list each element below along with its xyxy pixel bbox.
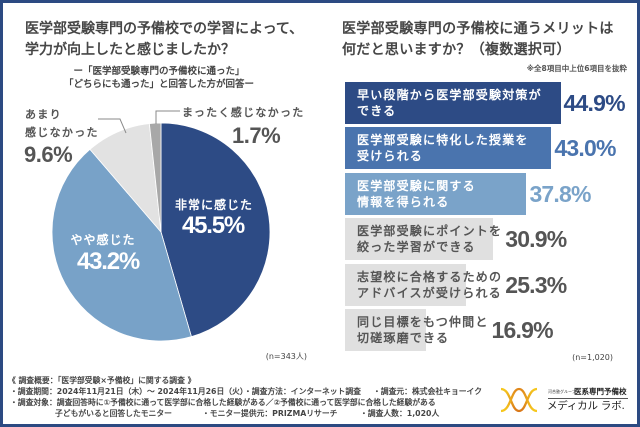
pie-slices: [51, 122, 271, 342]
left-subtitle-line-2: 「どちらにも通った」と回答した方が回答ー: [63, 79, 254, 90]
bar-value-label: 30.9%: [505, 226, 567, 253]
right-title: 医学部受験専門の予備校に通うメリットは 何だと思いますか？（複数選択可）: [342, 19, 614, 61]
left-subtitle: ー「医学部受験専門の予備校に通った」 「どちらにも通った」と回答した方が回答ー: [48, 65, 270, 91]
logo-name: メディカル ラボ.: [547, 400, 625, 412]
bar-category-label: 志望校に合格するための アドバイスが受けられる: [357, 269, 503, 300]
bar-value-label: 43.0%: [554, 135, 616, 162]
pie-value-rarely: 9.6%: [24, 142, 73, 167]
leader-line-not-at-all: [155, 110, 180, 124]
bar-row: 同じ目標をもつ仲間と 切磋琢磨できる 16.9%: [345, 309, 630, 351]
pie-label-not-at-all: まったく感じなかった: [182, 106, 305, 119]
logo-divider: [548, 398, 628, 399]
bar-category-label: 早い段階から医学部受験対策が できる: [357, 88, 542, 118]
right-sample-size: (n=1,020): [572, 353, 613, 362]
bar-value-label: 25.3%: [505, 271, 567, 298]
bar-row: 医学部受験に特化した授業を 受けられる 43.0%: [345, 127, 630, 170]
bar-row: 医学部受験にポイントを 絞った学習ができる 30.9%: [345, 218, 630, 261]
leader-line-rarely: [98, 118, 127, 134]
bar-content: 早い段階から医学部受験対策が できる 44.9%: [345, 82, 626, 124]
bar-category-label: 医学部受験にポイントを 絞った学習ができる: [357, 224, 503, 255]
survey-period: ・調査期間：2024年11月21日（木）～ 2024年11月26日（火）: [10, 386, 248, 396]
bar-content: 医学部受験にポイントを 絞った学習ができる 30.9%: [345, 218, 567, 260]
pie-value-not-at-all: 1.7%: [232, 123, 281, 148]
left-subtitle-line-1: ー「医学部受験専門の予備校に通った」: [73, 66, 245, 77]
survey-provider: ・モニター提供元：PRIZMAリサーチ: [202, 408, 338, 418]
bar-content: 医学部受験に特化した授業を 受けられる 43.0%: [345, 127, 616, 169]
logo: [497, 387, 541, 413]
helix-logo-icon: [499, 387, 539, 413]
right-title-line-2: 何だと思いますか？（複数選択可）: [342, 42, 571, 58]
bar-category-label: 医学部受験に関する 情報を得られる: [357, 178, 476, 209]
pie-slice: [148, 122, 162, 233]
right-title-line-1: 医学部受験専門の予備校に通うメリットは: [342, 21, 614, 37]
left-title-line-1: 医学部受験専門の予備校での学習によって、: [25, 21, 304, 37]
left-sample-size: (n=343人): [265, 352, 307, 361]
survey-source: ・調査元：株式会社キョーイク: [373, 386, 482, 396]
bar-category-label: 医学部受験に特化した授業を 受けられる: [357, 133, 529, 164]
pie-label-very-much: 非常に感じた: [174, 198, 253, 212]
pie-value-somewhat: 43.2%: [76, 248, 140, 275]
bar-chart: 早い段階から医学部受験対策が できる 44.9% 医学部受験に特化した授業を 受けら…: [345, 82, 630, 357]
pie-chart: [51, 110, 271, 342]
bar: [345, 82, 561, 124]
survey-count: ・調査人数：1,020人: [360, 408, 440, 418]
bar: [345, 263, 467, 306]
bar: [345, 127, 552, 170]
bar-content: 同じ目標をもつ仲間と 切磋琢磨できる 16.9%: [345, 309, 554, 351]
bar-category-label: 同じ目標をもつ仲間と 切磋琢磨できる: [357, 315, 489, 345]
survey-heading: 《 調査概要：「医学部受験×予備校」に関する調査 》: [8, 375, 196, 385]
bar-row: 志望校に合格するための アドバイスが受けられる 25.3%: [345, 263, 630, 306]
bar-row: 医学部受験に関する 情報を得られる 37.8%: [345, 172, 630, 215]
bar-value-label: 44.9%: [563, 90, 626, 116]
survey-target: ・調査対象：調査回答時に①予備校に通って医学部に合格した経験がある／②予備校に通…: [10, 397, 436, 407]
bar: [345, 309, 427, 351]
survey-method: ・調査方法：インターネット調査: [244, 386, 361, 396]
bar-value-label: 37.8%: [529, 180, 591, 207]
bar: [345, 172, 527, 215]
pie-slice: [51, 148, 192, 342]
pie-value-very-much: 45.5%: [181, 212, 245, 239]
left-title: 医学部受験専門の予備校での学習によって、 学力が向上したと感じましたか？: [25, 19, 303, 61]
survey-target-continued: 子どもがいると回答したモニター: [55, 408, 172, 418]
logo-tagline: 医系専門予備校: [574, 387, 627, 396]
pie-label-rarely: あまり 感じなかった: [25, 108, 99, 139]
bar-content: 志望校に合格するための アドバイスが受けられる 25.3%: [345, 264, 567, 306]
left-title-line-2: 学力が向上したと感じましたか？: [25, 42, 235, 58]
pie-label-somewhat: やや感じた: [70, 233, 136, 247]
bar: [345, 218, 494, 261]
selection-note: ※全8項目中上位6項目を抜粋: [526, 64, 627, 73]
bar-row: 早い段階から医学部受験対策が できる 44.9%: [345, 82, 630, 124]
pie-slice: [160, 122, 271, 338]
bar-content: 医学部受験に関する 情報を得られる 37.8%: [345, 173, 591, 215]
bar-value-label: 16.9%: [491, 317, 554, 343]
logo-group-text: 河合塾グループ: [548, 389, 576, 394]
